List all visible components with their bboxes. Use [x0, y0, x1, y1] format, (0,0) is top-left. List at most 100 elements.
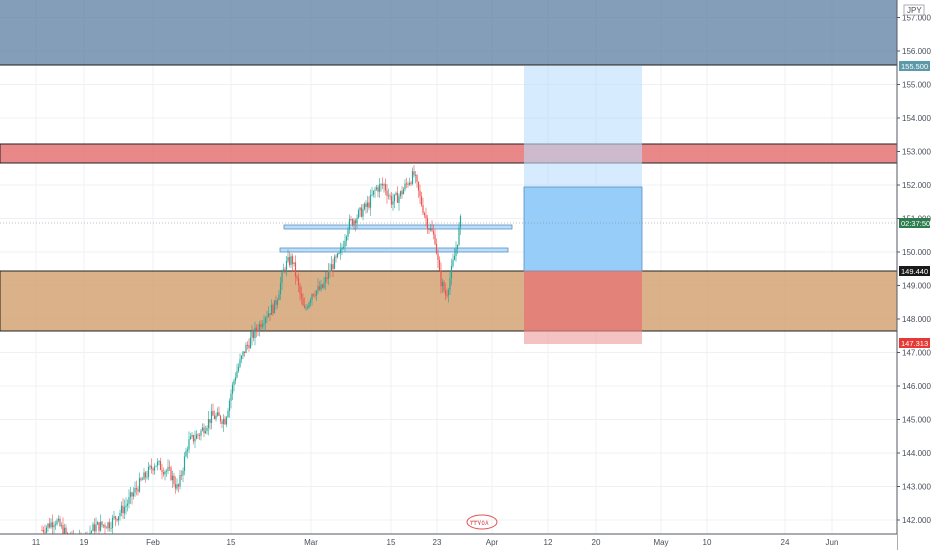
- candle: [183, 452, 186, 476]
- time-tick-label: 11: [32, 538, 41, 547]
- candle: [99, 514, 102, 532]
- candle: [347, 227, 349, 241]
- candle: [456, 244, 459, 254]
- candle: [158, 460, 160, 466]
- candle: [296, 274, 298, 281]
- candle: [396, 186, 399, 204]
- candle: [111, 514, 114, 536]
- candle: [213, 410, 216, 420]
- candle: [402, 186, 405, 195]
- candle: [156, 458, 159, 471]
- price-tick-label: 155.000: [902, 81, 931, 90]
- candle: [105, 526, 108, 529]
- time-tick-label: 12: [544, 538, 553, 547]
- candle: [374, 186, 376, 198]
- candle: [261, 320, 264, 330]
- candle: [344, 233, 346, 253]
- candle: [126, 499, 129, 512]
- candle: [258, 320, 261, 337]
- candle: [161, 463, 163, 480]
- candle: [338, 251, 340, 255]
- candle: [180, 470, 183, 481]
- candle: [413, 165, 415, 178]
- candle: [260, 320, 262, 331]
- candle: [134, 481, 136, 497]
- candle: [362, 203, 364, 221]
- position-target-light[interactable]: [524, 66, 642, 187]
- candle: [162, 467, 165, 477]
- supply-zone-top[interactable]: [0, 0, 897, 65]
- candle: [240, 354, 243, 364]
- candle: [185, 447, 187, 458]
- candle: [140, 476, 142, 482]
- candle: [252, 329, 255, 342]
- candle: [392, 193, 394, 211]
- candle: [323, 277, 325, 290]
- candle: [380, 182, 382, 192]
- price-tick-label: 148.000: [902, 315, 931, 324]
- candle: [104, 522, 106, 535]
- candle: [458, 222, 460, 247]
- time-axis[interactable]: 11 19 Feb 15 Mar 15 23 Apr 12 20 May 10 24 Jun: [32, 538, 839, 547]
- candle: [143, 468, 145, 480]
- position-stop-zone[interactable]: [524, 271, 642, 331]
- price-tick-label: 143.000: [902, 483, 931, 492]
- price-tick-label: 147.000: [902, 349, 931, 358]
- candle: [120, 501, 123, 517]
- position-target-zone[interactable]: [523, 186, 643, 272]
- grid-layer: [0, 0, 897, 534]
- candle: [398, 193, 400, 211]
- resistance-box-upper[interactable]: [283, 224, 513, 230]
- candle: [165, 468, 168, 477]
- candle: [284, 266, 286, 274]
- time-tick-label: 15: [227, 538, 236, 547]
- candle: [302, 293, 304, 307]
- candle: [357, 208, 360, 220]
- candle: [336, 252, 339, 259]
- candle: [131, 491, 133, 505]
- candle: [200, 428, 202, 441]
- price-tick-label: 144.000: [902, 449, 931, 458]
- candle: [114, 515, 117, 527]
- candle: [176, 478, 178, 491]
- candle: [410, 181, 412, 187]
- candle: [92, 522, 94, 532]
- candle: [420, 191, 423, 208]
- candle: [339, 242, 342, 260]
- time-tick-label: May: [653, 538, 668, 547]
- time-tick-label: Apr: [486, 538, 499, 547]
- candle: [417, 181, 420, 198]
- candle: [248, 338, 250, 352]
- candle: [299, 282, 301, 301]
- candle: [281, 269, 283, 291]
- watermark-text: ٣٣٧٥٨: [470, 519, 489, 527]
- candle: [443, 280, 445, 293]
- currency-box: [903, 4, 925, 16]
- candle: [57, 515, 60, 523]
- countdown-badge-text: 02:37:50: [901, 219, 930, 228]
- candle: [365, 200, 367, 214]
- candle: [102, 524, 105, 529]
- candle: [423, 211, 426, 219]
- candle: [282, 263, 285, 273]
- candle: [230, 389, 232, 409]
- candle: [342, 240, 345, 250]
- candle: [330, 255, 333, 272]
- price-badge-zone-top-text: 149.440: [901, 267, 928, 276]
- price-tick-label: 145.000: [902, 416, 931, 425]
- watermark-logo: [466, 514, 498, 530]
- candle: [195, 429, 198, 440]
- candle: [314, 290, 316, 299]
- candle: [351, 218, 354, 227]
- candle: [311, 293, 313, 306]
- candle: [405, 177, 408, 189]
- resistance-box-lower[interactable]: [279, 247, 509, 253]
- resistance-zone[interactable]: [0, 143, 898, 164]
- candle: [407, 181, 409, 188]
- candle: [113, 510, 115, 521]
- position-stop-light[interactable]: [524, 331, 642, 344]
- candle: [290, 253, 292, 269]
- candle: [333, 254, 336, 270]
